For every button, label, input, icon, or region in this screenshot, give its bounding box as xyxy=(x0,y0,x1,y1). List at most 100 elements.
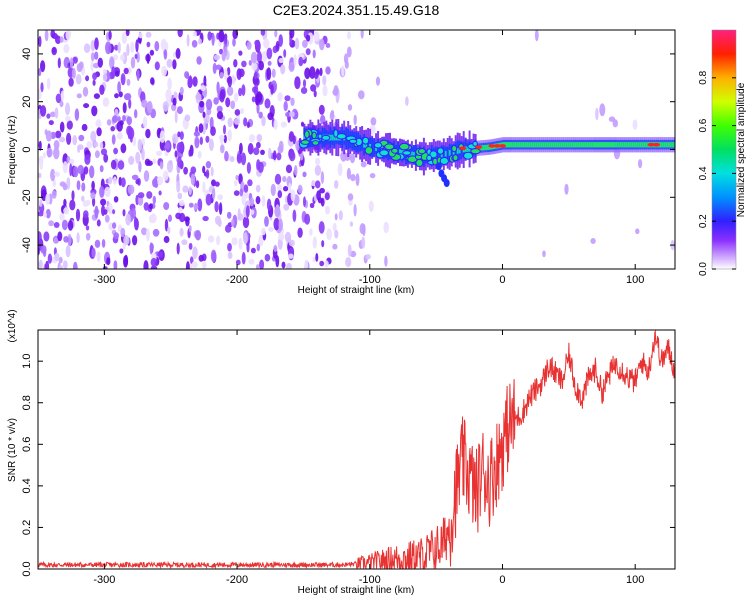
snr-x-tick-label: 0 xyxy=(499,574,505,586)
noise-cell xyxy=(316,190,321,201)
noise-cell xyxy=(224,150,229,162)
noise-cell xyxy=(292,209,297,222)
noise-cell xyxy=(286,262,292,269)
noise-cell xyxy=(304,259,308,269)
noise-cell xyxy=(355,173,360,187)
noise-cell xyxy=(188,202,194,208)
signal-core xyxy=(444,150,447,157)
signal-blob xyxy=(317,133,323,139)
noise-cell xyxy=(81,123,88,132)
noise-cell xyxy=(237,213,244,221)
noise-cell xyxy=(273,219,278,228)
spectrogram-y-tick-label: -40 xyxy=(21,237,33,253)
noise-cell xyxy=(177,192,183,200)
noise-cell xyxy=(94,150,100,159)
noise-cell xyxy=(368,200,374,212)
noise-cell xyxy=(227,75,233,88)
noise-cell xyxy=(38,231,42,244)
noise-cell xyxy=(358,90,365,100)
noise-cell xyxy=(287,253,294,259)
noise-cell xyxy=(78,61,84,70)
noise-cell xyxy=(101,239,106,248)
noise-cell xyxy=(53,237,58,244)
noise-cell xyxy=(108,222,114,231)
signal-core xyxy=(544,142,547,148)
noise-cell xyxy=(142,116,148,129)
signal-core xyxy=(639,142,642,148)
noise-cell xyxy=(144,158,151,166)
noise-cell xyxy=(90,52,95,62)
noise-cell xyxy=(117,41,121,54)
colorbar: 0.0 0.2 0.4 0.6 0.8 Normalized spectral ampl… xyxy=(698,29,747,276)
noise-cell xyxy=(133,216,138,229)
noise-cell xyxy=(257,161,264,173)
noise-cell xyxy=(192,76,198,87)
noise-cell xyxy=(103,153,109,163)
noise-cell xyxy=(46,77,51,90)
noise-cell xyxy=(145,31,152,38)
noise-cell xyxy=(120,177,126,188)
noise-cell xyxy=(405,96,409,107)
noise-cell xyxy=(94,205,99,219)
noise-cell xyxy=(212,62,217,74)
noise-cell xyxy=(278,232,285,241)
noise-cell xyxy=(150,257,157,267)
signal-core xyxy=(586,142,589,148)
signal-core xyxy=(514,142,517,148)
noise-cell xyxy=(250,247,256,254)
noise-cell xyxy=(186,34,190,47)
noise-cell xyxy=(110,58,115,66)
noise-cell xyxy=(94,51,99,60)
signal-core xyxy=(534,142,537,148)
noise-cell xyxy=(69,57,74,69)
noise-cell xyxy=(188,242,193,250)
noise-cell xyxy=(38,88,42,100)
signal-core xyxy=(572,142,575,148)
noise-cell xyxy=(267,112,274,121)
noise-cell xyxy=(165,88,172,102)
noise-cell xyxy=(595,107,599,121)
snr-x-label: Height of straight line (km) xyxy=(298,585,415,596)
noise-cell xyxy=(54,107,59,119)
noise-cell xyxy=(293,54,297,67)
signal-core xyxy=(456,148,459,154)
signal-core xyxy=(564,142,567,148)
noise-cell xyxy=(240,152,247,166)
noise-cell xyxy=(58,136,66,143)
noise-cell xyxy=(93,141,99,148)
noise-cell xyxy=(99,142,104,149)
noise-cell xyxy=(233,92,239,103)
noise-cell xyxy=(131,207,137,219)
noise-cell xyxy=(202,90,207,97)
noise-cell xyxy=(188,186,192,196)
noise-cell xyxy=(38,68,42,77)
noise-cell xyxy=(239,188,244,197)
spectrogram-y-tick-label: 40 xyxy=(21,48,33,60)
noise-cell xyxy=(179,227,184,237)
noise-cell xyxy=(219,72,224,79)
noise-cell xyxy=(285,164,293,174)
noise-cell xyxy=(132,136,137,147)
signal-core xyxy=(530,142,533,148)
signal-blob xyxy=(373,142,383,149)
noise-cell xyxy=(384,255,388,267)
noise-cell xyxy=(288,131,295,142)
noise-cell xyxy=(347,104,353,111)
signal-core xyxy=(556,142,559,148)
noise-cell xyxy=(270,84,274,95)
noise-cell xyxy=(243,184,249,193)
noise-cell xyxy=(247,143,254,155)
noise-cell xyxy=(304,213,311,225)
noise-cell xyxy=(72,135,78,146)
noise-cell xyxy=(303,196,306,208)
noise-cell xyxy=(59,181,66,187)
signal-core xyxy=(504,142,507,148)
noise-cell xyxy=(121,32,128,44)
noise-cell xyxy=(283,203,290,211)
noise-cell xyxy=(45,193,50,206)
noise-cell xyxy=(197,198,203,212)
noise-cell xyxy=(236,153,243,164)
noise-cell xyxy=(51,46,57,56)
signal-core xyxy=(623,142,626,148)
noise-cell xyxy=(156,176,164,186)
